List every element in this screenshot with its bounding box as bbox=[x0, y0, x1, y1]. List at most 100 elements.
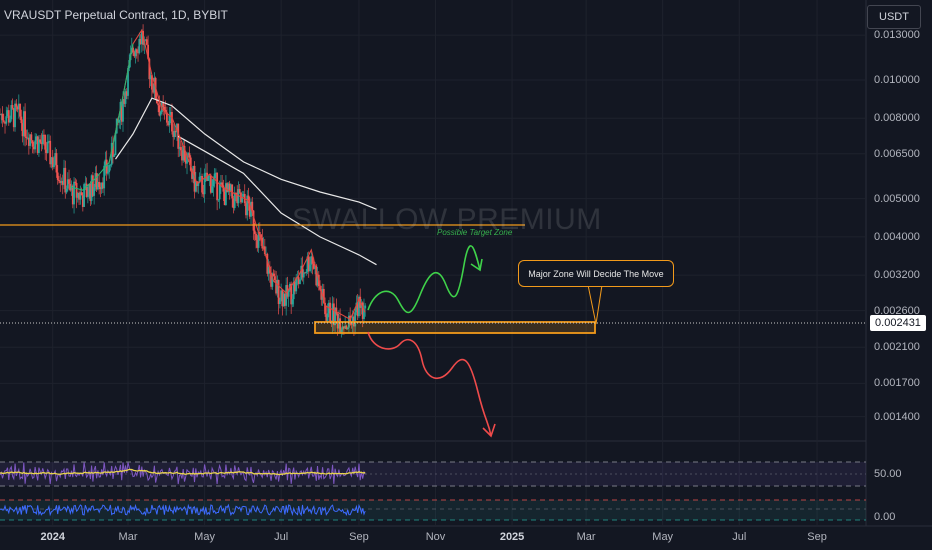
candle-body bbox=[277, 279, 280, 305]
time-axis-label: Jul bbox=[732, 531, 747, 543]
candle-body bbox=[164, 109, 167, 113]
candle-body bbox=[337, 318, 340, 329]
candle-body bbox=[173, 130, 176, 138]
candle-body bbox=[284, 293, 286, 306]
candle-body bbox=[162, 102, 165, 107]
candle-body bbox=[299, 279, 301, 285]
candle-body bbox=[177, 123, 180, 149]
candle-body bbox=[30, 134, 33, 141]
candle-body bbox=[114, 133, 117, 156]
candle-body bbox=[221, 182, 224, 186]
candle-body bbox=[211, 186, 214, 193]
candle-body bbox=[149, 75, 152, 80]
candle-body bbox=[297, 277, 300, 285]
time-axis-label: Jul bbox=[274, 531, 289, 543]
candle-body bbox=[246, 195, 249, 216]
watermark: SWALLOW PREMIUM bbox=[292, 203, 602, 236]
candle-body bbox=[316, 274, 319, 286]
time-axis-label: 2024 bbox=[40, 531, 65, 543]
candle-body bbox=[207, 175, 210, 181]
candle-body bbox=[319, 286, 321, 290]
candle-body bbox=[19, 103, 21, 117]
candle-body bbox=[29, 134, 32, 146]
candle-body bbox=[15, 103, 18, 107]
candle-body bbox=[26, 137, 29, 139]
candle-body bbox=[276, 279, 279, 294]
candle-body bbox=[95, 173, 98, 190]
candle-body bbox=[93, 187, 96, 196]
candle-body bbox=[187, 153, 190, 155]
candle-body bbox=[110, 142, 113, 165]
candle-body bbox=[214, 172, 217, 174]
candle-body bbox=[271, 273, 274, 287]
drawings bbox=[0, 224, 866, 438]
candle-body bbox=[342, 326, 345, 329]
candle-body bbox=[70, 185, 73, 191]
candle-body bbox=[68, 179, 70, 184]
candle-body bbox=[232, 198, 235, 209]
candle-body bbox=[233, 192, 236, 209]
candle-body bbox=[122, 99, 124, 122]
candle-body bbox=[6, 110, 9, 117]
candle-body bbox=[80, 192, 83, 196]
candle-body bbox=[135, 49, 138, 53]
candle-body bbox=[260, 234, 262, 238]
bullish-path[interactable] bbox=[367, 245, 481, 314]
candle-body bbox=[213, 173, 216, 179]
candle-body bbox=[25, 136, 28, 138]
candle-body bbox=[109, 164, 112, 166]
callout-box[interactable]: Major Zone Will Decide The Move bbox=[518, 260, 674, 287]
candle-body bbox=[107, 172, 109, 174]
candle-body bbox=[265, 253, 267, 255]
candle-body bbox=[199, 175, 202, 177]
candle-body bbox=[329, 302, 331, 322]
candle-body bbox=[304, 272, 306, 274]
candle-body bbox=[312, 263, 315, 269]
candle-body bbox=[194, 181, 197, 192]
candle-body bbox=[285, 285, 288, 306]
candle-body bbox=[309, 264, 311, 271]
candle-body bbox=[10, 105, 13, 120]
currency-button[interactable]: USDT bbox=[867, 5, 921, 29]
candle-body bbox=[32, 146, 35, 150]
candle-body bbox=[53, 164, 55, 168]
candle-body bbox=[287, 290, 290, 297]
candle-body bbox=[188, 153, 191, 158]
candle-body bbox=[178, 147, 181, 149]
candle-body bbox=[63, 167, 65, 185]
candle-body bbox=[48, 140, 50, 142]
candle-body bbox=[88, 183, 91, 197]
candle-body bbox=[55, 153, 58, 173]
candle-body bbox=[120, 101, 123, 122]
candle-body bbox=[86, 196, 89, 198]
green-moving-average bbox=[70, 43, 134, 191]
candle-body bbox=[140, 30, 143, 45]
candle-body bbox=[147, 44, 149, 59]
candle-body bbox=[138, 38, 141, 53]
candlesticks bbox=[0, 24, 367, 338]
candle-body bbox=[305, 271, 308, 274]
major-zone[interactable] bbox=[314, 321, 596, 334]
candle-body bbox=[83, 184, 85, 207]
candle-body bbox=[78, 192, 80, 200]
candle-body bbox=[358, 296, 360, 317]
candle-body bbox=[65, 188, 68, 193]
candle-body bbox=[235, 192, 237, 194]
bearish-path[interactable] bbox=[367, 331, 492, 437]
candle-body bbox=[127, 68, 129, 96]
candle-body bbox=[216, 172, 219, 201]
candle-body bbox=[306, 256, 309, 272]
candle-body bbox=[16, 106, 19, 110]
candle-body bbox=[183, 145, 186, 161]
oscillator-line bbox=[0, 503, 366, 517]
candle-body bbox=[96, 181, 99, 190]
price-axis-label: 0.003200 bbox=[874, 269, 920, 282]
price-axis-label: 0.001400 bbox=[874, 410, 920, 423]
candle-body bbox=[123, 99, 126, 104]
candle-body bbox=[291, 299, 294, 305]
candle-body bbox=[334, 307, 337, 326]
red-moving-average bbox=[108, 28, 366, 321]
oscillator-pane bbox=[0, 461, 866, 521]
candle-body bbox=[266, 253, 269, 274]
